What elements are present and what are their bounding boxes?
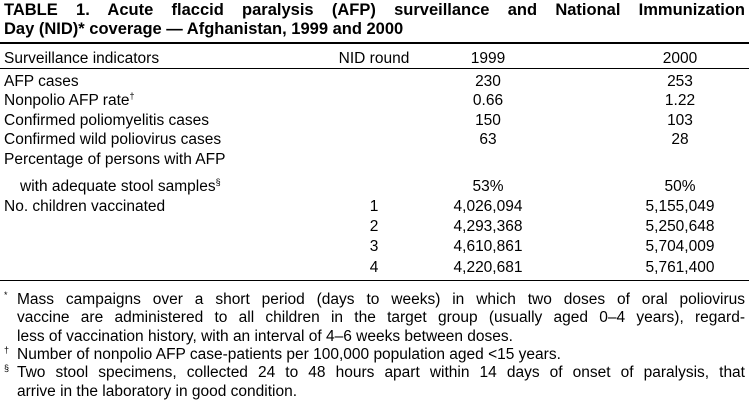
footnote-line: Two stool specimens, collected 24 to 48 … xyxy=(17,364,745,382)
nid-round: 1 xyxy=(369,198,379,215)
footnote-ref: § xyxy=(215,177,221,187)
row-label: Confirmed poliomyelitis cases xyxy=(4,112,210,129)
title-line: Day (NID)* coverage — Afghanistan, 1999 … xyxy=(4,20,404,38)
footnote-line: vaccine are administered to all children… xyxy=(17,309,745,327)
footnote-line: less of vaccination history, with an int… xyxy=(17,327,513,345)
nid-round: 2 xyxy=(369,218,379,235)
value-2000: 28 xyxy=(671,131,689,148)
title-line: TABLE 1. Acute flaccid paralysis (AFP) s… xyxy=(4,1,745,19)
value-1999: 53% xyxy=(472,178,504,195)
footnote-mark: † xyxy=(4,344,10,364)
value-1999: 4,610,861 xyxy=(453,238,523,255)
value-1999: 4,026,094 xyxy=(453,198,523,215)
row-label: Nonpolio AFP rate† xyxy=(4,91,135,110)
footnote-line: Mass campaigns over a short period (days… xyxy=(17,291,745,308)
footnote-line: arrive in the laboratory in good conditi… xyxy=(17,382,298,400)
value-1999: 0.66 xyxy=(472,92,504,109)
header-rule xyxy=(0,68,749,69)
value-2000: 103 xyxy=(667,112,693,129)
row-label: No. children vaccinated xyxy=(4,198,166,215)
footnote-mark: * xyxy=(4,290,8,300)
value-2000: 5,250,648 xyxy=(645,218,715,235)
value-1999: 150 xyxy=(475,112,501,129)
value-2000: 5,704,009 xyxy=(645,238,715,255)
footnote-mark: * xyxy=(4,291,8,309)
footnote-line: Number of nonpolio AFP case-patients per… xyxy=(17,345,561,363)
row-label: Percentage of persons with AFP xyxy=(4,151,226,168)
value-1999: 63 xyxy=(479,131,497,148)
nid-round: 4 xyxy=(369,259,379,276)
value-2000: 5,155,049 xyxy=(645,198,715,215)
row-label: with adequate stool samples§ xyxy=(20,177,221,196)
top-rule xyxy=(0,42,749,44)
value-1999: 4,220,681 xyxy=(453,259,523,276)
footnote-ref: † xyxy=(129,91,135,101)
value-2000: 1.22 xyxy=(664,92,696,109)
value-2000: 253 xyxy=(667,73,693,90)
value-1999: 4,293,368 xyxy=(453,218,523,235)
column-header: NID round xyxy=(338,50,410,67)
value-1999: 230 xyxy=(475,73,501,90)
footnote-mark: † xyxy=(4,344,10,355)
column-header: Surveillance indicators xyxy=(4,50,160,67)
column-header: 1999 xyxy=(470,50,506,67)
footnote-mark: § xyxy=(4,363,10,374)
row-label: AFP cases xyxy=(4,73,79,90)
bottom-rule xyxy=(0,280,749,281)
row-label: Confirmed wild poliovirus cases xyxy=(4,131,222,148)
footnote-mark: § xyxy=(4,364,9,382)
value-2000: 5,761,400 xyxy=(645,259,715,276)
nid-round: 3 xyxy=(369,238,379,255)
value-2000: 50% xyxy=(664,178,696,195)
column-header: 2000 xyxy=(662,50,698,67)
